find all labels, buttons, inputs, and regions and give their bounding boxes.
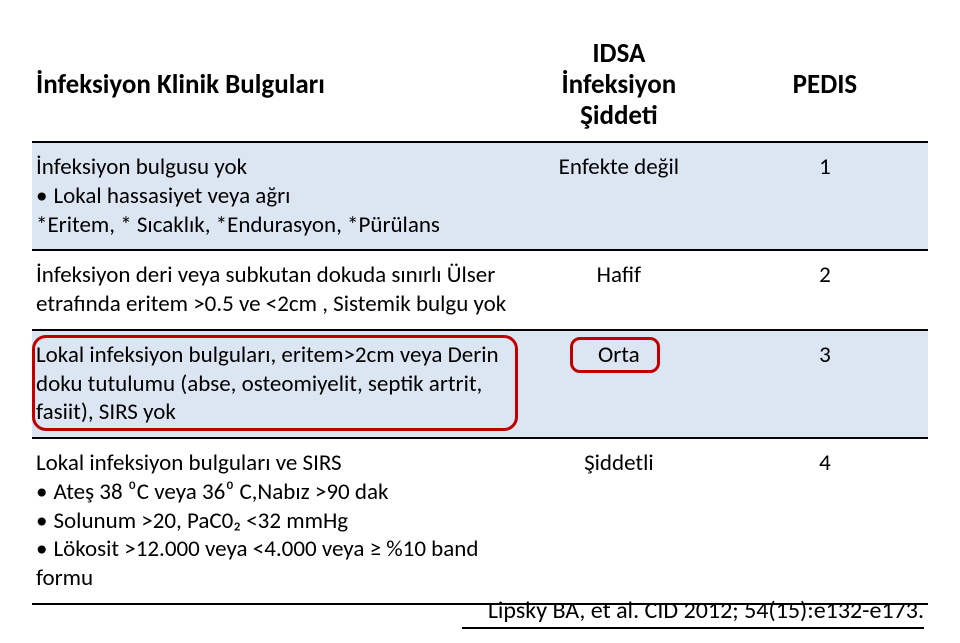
idsa-line3: Şiddeti bbox=[580, 100, 658, 131]
row-col-clinical: İnfeksiyon bulgusu yokLokal hassasiyet v… bbox=[32, 143, 516, 249]
header-col-idsa: IDSA İnfeksiyon Şiddeti bbox=[516, 28, 722, 141]
table-header-row: İnfeksiyon Klinik Bulguları IDSA İnfeksi… bbox=[32, 28, 928, 143]
citation-text: Lipsky BA, et al. CID 2012; 54(15):e132-… bbox=[462, 596, 924, 629]
row-col-severity: Hafif bbox=[516, 251, 722, 329]
row-col-severity: Enfekte değil bbox=[516, 143, 722, 249]
table-row: İnfeksiyon bulgusu yokLokal hassasiyet v… bbox=[32, 143, 928, 251]
classification-table: İnfeksiyon Klinik Bulguları IDSA İnfeksi… bbox=[32, 28, 928, 605]
table-row: Lokal infeksiyon bulguları ve SIRSAteş 3… bbox=[32, 439, 928, 605]
idsa-line2: İnfeksiyon bbox=[561, 69, 676, 100]
row-col-pedis: 3 bbox=[722, 331, 928, 437]
row-title: Lokal infeksiyon bulguları ve SIRS bbox=[36, 449, 508, 478]
row-bullets: Lokal hassasiyet veya ağrı bbox=[36, 182, 508, 211]
row-col-pedis: 1 bbox=[722, 143, 928, 249]
row-col-pedis: 2 bbox=[722, 251, 928, 329]
list-item: Ateş 38 ⁰C veya 36⁰ C,Nabız >90 dak bbox=[36, 478, 508, 507]
row-col-clinical: İnfeksiyon deri veya subkutan dokuda sın… bbox=[32, 251, 516, 329]
row-bullets: Ateş 38 ⁰C veya 36⁰ C,Nabız >90 dakSolun… bbox=[36, 478, 508, 593]
row-col-clinical: Lokal infeksiyon bulguları, eritem>2cm v… bbox=[32, 331, 516, 437]
row-title: İnfeksiyon bulgusu yok bbox=[36, 153, 508, 182]
header-col-clinical: İnfeksiyon Klinik Bulguları bbox=[32, 28, 516, 141]
row-note: *Eritem, * Sıcaklık, *Endurasyon, *Pürül… bbox=[36, 211, 508, 240]
row-title: Lokal infeksiyon bulguları, eritem>2cm v… bbox=[36, 341, 508, 427]
list-item: Solunum >20, PaC0₂ <32 mmHg bbox=[36, 507, 508, 536]
header-col-pedis: PEDIS bbox=[722, 28, 928, 141]
row-col-severity: Şiddetli bbox=[516, 439, 722, 603]
table-row: İnfeksiyon deri veya subkutan dokuda sın… bbox=[32, 251, 928, 331]
list-item: Lökosit >12.000 veya <4.000 veya ≥ %10 b… bbox=[36, 535, 508, 593]
row-col-clinical: Lokal infeksiyon bulguları ve SIRSAteş 3… bbox=[32, 439, 516, 603]
row-title: İnfeksiyon deri veya subkutan dokuda sın… bbox=[36, 261, 508, 319]
row-col-pedis: 4 bbox=[722, 439, 928, 603]
list-item: Lokal hassasiyet veya ağrı bbox=[36, 182, 508, 211]
row-col-severity: Orta bbox=[516, 331, 722, 437]
table-row: Lokal infeksiyon bulguları, eritem>2cm v… bbox=[32, 331, 928, 439]
idsa-line1: IDSA bbox=[592, 38, 645, 69]
